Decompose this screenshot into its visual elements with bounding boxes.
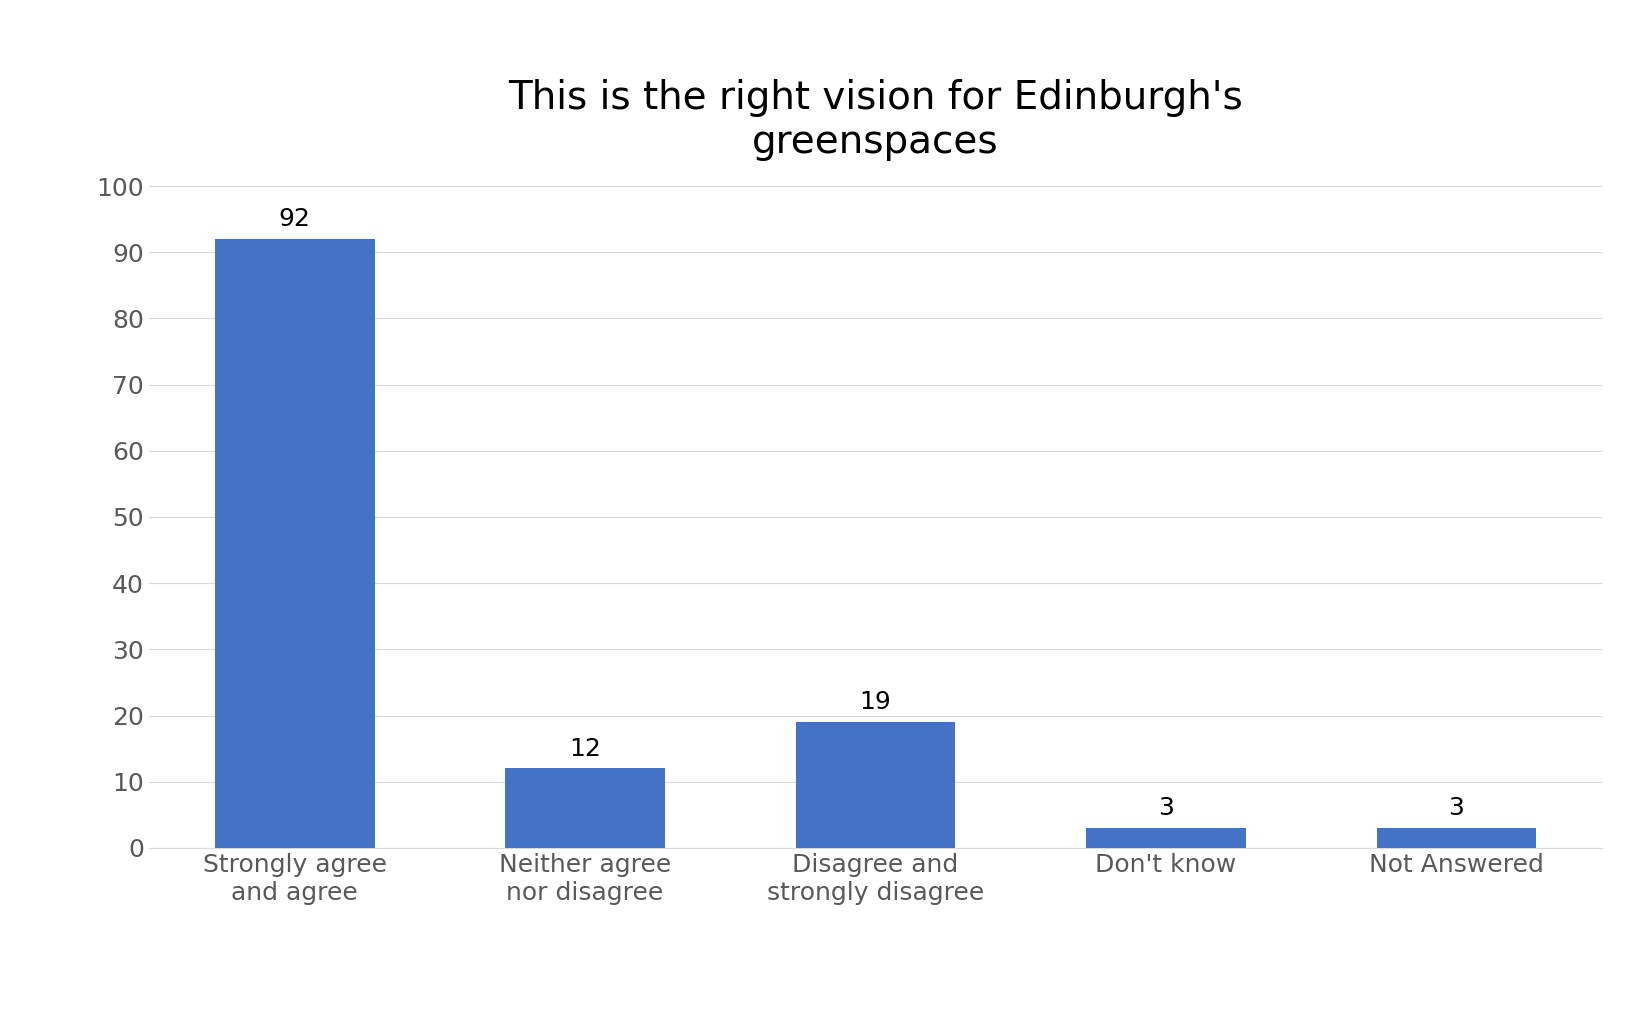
Bar	[796, 722, 955, 848]
Text: 3: 3	[1158, 796, 1175, 820]
Text: 19: 19	[859, 691, 892, 714]
Bar	[1376, 828, 1536, 848]
Bar	[1085, 828, 1246, 848]
Text: 3: 3	[1449, 796, 1464, 820]
Text: 92: 92	[279, 207, 311, 232]
Bar	[215, 239, 375, 848]
Title: This is the right vision for Edinburgh's
greenspaces: This is the right vision for Edinburgh's…	[509, 79, 1242, 160]
Text: 12: 12	[570, 736, 601, 761]
Bar	[506, 768, 666, 848]
